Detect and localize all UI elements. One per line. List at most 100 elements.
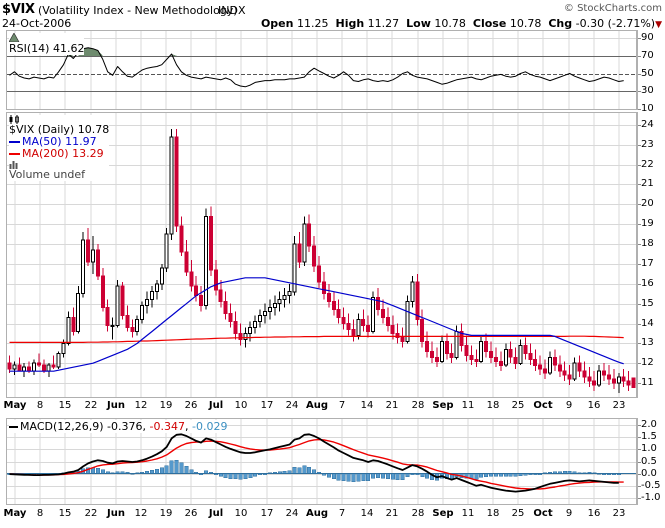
macd-line-swatch xyxy=(9,426,18,428)
date-axis-month-label: Sep xyxy=(432,508,454,519)
date-axis-month-label: Jul xyxy=(208,508,224,519)
open-label: Open xyxy=(260,17,294,30)
price-legend-line1: $VIX (Daily) 10.78 xyxy=(9,123,110,136)
axis-tick-label: 13 xyxy=(641,337,654,349)
axis-tick xyxy=(637,74,641,75)
axis-tick xyxy=(637,437,641,438)
price-legend-ma200-row: MA(200) 13.29 xyxy=(9,148,109,160)
date-axis-day-label: 11 xyxy=(461,508,475,519)
date-axis-day-label: 7 xyxy=(338,400,346,411)
date-axis-day-label: 23 xyxy=(612,400,626,411)
rsi-plot-area xyxy=(7,31,636,109)
date-axis-day-label: 18 xyxy=(486,508,500,519)
price-legend-line2: MA(50) 11.97 xyxy=(22,135,97,148)
axis-tick-label: 2.0 xyxy=(641,419,657,431)
date-axis-day-label: 17 xyxy=(260,508,274,519)
axis-tick xyxy=(637,165,641,166)
symbol-ticker: $VIX xyxy=(2,2,35,17)
price-legend-ma50-row: MA(50) 11.97 xyxy=(9,136,109,148)
date-axis-day-label: 28 xyxy=(411,508,425,519)
volume-bars-icon xyxy=(9,161,18,169)
axis-tick xyxy=(637,324,641,325)
symbol-exchange: INDX xyxy=(218,4,246,17)
high-value: 11.27 xyxy=(367,17,400,30)
macd-panel xyxy=(6,418,637,505)
change-value: -0.30 (-2.71%) xyxy=(575,17,656,30)
axis-tick xyxy=(637,204,641,205)
axis-tick xyxy=(637,264,641,265)
axis-tick-label: 1.5 xyxy=(641,431,657,443)
date-axis-day-label: 16 xyxy=(587,508,601,519)
date-axis-month-label: Oct xyxy=(533,400,553,411)
axis-tick xyxy=(637,498,641,499)
date-axis-day-label: 22 xyxy=(84,508,98,519)
axis-tick xyxy=(637,425,641,426)
symbol-description: (Volatility Index - New Methodology) xyxy=(38,4,238,17)
axis-tick-label: 22 xyxy=(641,158,654,170)
date-axis-day-label: 28 xyxy=(411,400,425,411)
high-label: High xyxy=(335,17,365,30)
price-legend-line4: Volume undef xyxy=(9,168,85,181)
axis-tick-label: 30 xyxy=(641,85,654,97)
date-axis-month-label: Sep xyxy=(432,400,454,411)
axis-tick xyxy=(637,363,641,364)
axis-tick-label: 21 xyxy=(641,178,654,190)
axis-tick xyxy=(637,125,641,126)
price-legend-volume-row: Volume undef xyxy=(9,160,109,181)
macd-legend-hist: -0.029 xyxy=(191,420,228,433)
date-axis-month-label: May xyxy=(3,508,27,519)
change-label: Chg xyxy=(548,17,573,30)
date-axis-macd: May 8 15 22 Jun 12 19 26 Jul 10 17 24 Aug 7 14 21 28 Sep 1… xyxy=(3,508,637,522)
date-axis-month-label: May xyxy=(3,400,27,411)
axis-tick xyxy=(637,474,641,475)
date-axis-day-label: 24 xyxy=(285,508,299,519)
stockcharts-brand: © StockCharts.com xyxy=(563,3,662,14)
macd-plot-area xyxy=(7,419,636,504)
ma50-line-swatch xyxy=(9,141,20,143)
date-axis-day-label: 8 xyxy=(36,508,44,519)
axis-tick-label: 10 xyxy=(641,103,654,114)
date-axis-day-label: 9 xyxy=(565,400,573,411)
axis-tick-label: -0.5 xyxy=(641,479,661,491)
macd-legend-signal: -0.347 xyxy=(149,420,185,433)
date-axis-day-label: 25 xyxy=(511,400,525,411)
macd-legend-name: MACD(12,26,9) xyxy=(20,420,104,433)
low-label: Low xyxy=(406,17,431,30)
date-axis-day-label: 22 xyxy=(84,400,98,411)
date-axis-day-label: 19 xyxy=(159,400,173,411)
axis-tick-label: 18 xyxy=(641,238,654,250)
axis-tick xyxy=(637,383,641,384)
date-axis-day-label: 26 xyxy=(184,508,198,519)
axis-tick xyxy=(637,109,641,110)
axis-spine xyxy=(637,112,638,398)
axis-tick-label: 50 xyxy=(641,67,654,79)
price-legend-symbol-row: $VIX (Daily) 10.78 xyxy=(9,115,109,136)
axis-tick-label: 20 xyxy=(641,198,654,210)
axis-tick-label: 24 xyxy=(641,118,654,130)
axis-tick-label: 0.0 xyxy=(641,467,657,479)
axis-tick-label: 0.5 xyxy=(641,455,657,467)
date-axis-month-label: Aug xyxy=(305,508,329,519)
price-plot-area xyxy=(7,113,636,397)
chart-header: $VIX (Volatility Index - New Methodology… xyxy=(0,0,665,30)
rsi-legend-text: RSI(14) 41.62 xyxy=(9,42,85,55)
axis-tick-label: 90 xyxy=(641,32,654,44)
axis-tick-label: 19 xyxy=(641,218,654,230)
axis-tick xyxy=(637,91,641,92)
axis-tick xyxy=(637,284,641,285)
date-axis-day-label: 10 xyxy=(234,508,248,519)
date-axis-day-label: 15 xyxy=(58,400,72,411)
date-axis-day-label: 23 xyxy=(612,508,626,519)
date-axis-month-label: Oct xyxy=(533,508,553,519)
axis-spine xyxy=(637,30,638,110)
axis-tick-label: 12 xyxy=(641,357,654,369)
date-axis-day-label: 19 xyxy=(159,508,173,519)
quote-date: 24-Oct-2006 xyxy=(2,17,72,30)
date-axis-day-label: 18 xyxy=(486,400,500,411)
date-axis-day-label: 8 xyxy=(36,400,44,411)
date-axis-day-label: 26 xyxy=(184,400,198,411)
date-axis-day-label: 15 xyxy=(58,508,72,519)
axis-spine xyxy=(637,418,638,505)
close-label: Close xyxy=(472,17,507,30)
